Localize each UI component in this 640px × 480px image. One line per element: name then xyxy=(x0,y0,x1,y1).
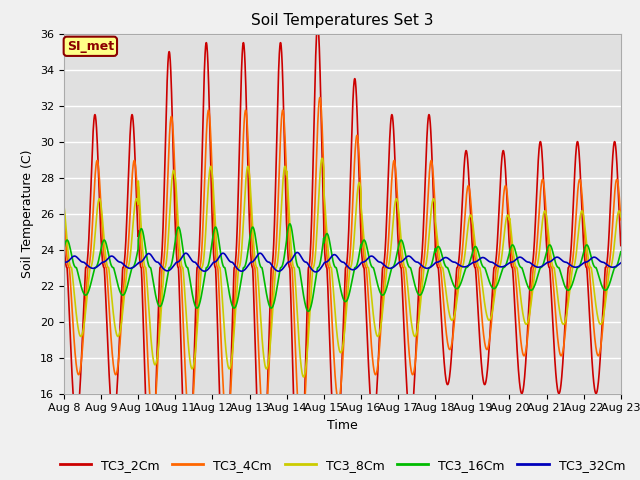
TC3_2Cm xyxy=(314,22,321,28)
Line: TC3_16Cm: TC3_16Cm xyxy=(64,224,621,312)
TC3_8Cm xyxy=(318,156,326,161)
TC3_2Cm xyxy=(584,276,591,281)
Line: TC3_4Cm: TC3_4Cm xyxy=(64,97,621,438)
TC3_16Cm xyxy=(305,309,312,314)
TC3_4Cm xyxy=(60,207,68,213)
TC3_32Cm xyxy=(293,250,301,255)
TC3_4Cm xyxy=(617,217,625,223)
TC3_4Cm xyxy=(316,95,324,100)
TC3_32Cm xyxy=(568,264,576,269)
TC3_8Cm xyxy=(505,214,513,219)
TC3_32Cm xyxy=(617,260,625,266)
TC3_4Cm xyxy=(584,262,591,268)
Legend: TC3_2Cm, TC3_4Cm, TC3_8Cm, TC3_16Cm, TC3_32Cm: TC3_2Cm, TC3_4Cm, TC3_8Cm, TC3_16Cm, TC3… xyxy=(55,454,630,477)
TC3_4Cm xyxy=(568,261,576,267)
TC3_4Cm xyxy=(359,242,367,248)
Title: Soil Temperatures Set 3: Soil Temperatures Set 3 xyxy=(251,13,434,28)
TC3_8Cm xyxy=(216,264,223,270)
TC3_4Cm xyxy=(505,208,513,214)
TC3_8Cm xyxy=(359,224,367,229)
TC3_32Cm xyxy=(60,260,68,266)
TC3_16Cm xyxy=(568,282,576,288)
TC3_2Cm xyxy=(568,228,576,234)
TC3_2Cm xyxy=(505,230,513,236)
TC3_32Cm xyxy=(584,259,591,264)
TC3_2Cm xyxy=(617,243,625,249)
TC3_16Cm xyxy=(505,253,513,259)
TC3_2Cm xyxy=(216,383,223,389)
X-axis label: Time: Time xyxy=(327,419,358,432)
TC3_8Cm xyxy=(60,203,68,209)
TC3_32Cm xyxy=(371,255,379,261)
TC3_16Cm xyxy=(371,271,379,276)
TC3_4Cm xyxy=(216,294,223,300)
Line: TC3_2Cm: TC3_2Cm xyxy=(64,25,621,480)
TC3_8Cm xyxy=(568,268,576,274)
TC3_32Cm xyxy=(359,259,367,265)
TC3_8Cm xyxy=(371,325,379,331)
Line: TC3_8Cm: TC3_8Cm xyxy=(64,158,621,377)
TC3_16Cm xyxy=(60,245,68,251)
TC3_32Cm xyxy=(312,269,319,275)
Text: SI_met: SI_met xyxy=(67,40,114,53)
TC3_16Cm xyxy=(584,242,591,248)
TC3_32Cm xyxy=(216,254,223,260)
TC3_2Cm xyxy=(359,262,367,268)
TC3_2Cm xyxy=(60,238,68,244)
TC3_4Cm xyxy=(371,372,379,377)
TC3_4Cm xyxy=(298,435,305,441)
Line: TC3_32Cm: TC3_32Cm xyxy=(64,252,621,272)
TC3_16Cm xyxy=(286,221,294,227)
TC3_16Cm xyxy=(216,241,223,247)
TC3_32Cm xyxy=(505,261,513,266)
Y-axis label: Soil Temperature (C): Soil Temperature (C) xyxy=(22,149,35,278)
TC3_16Cm xyxy=(617,249,625,254)
TC3_2Cm xyxy=(371,410,379,416)
TC3_8Cm xyxy=(584,250,591,256)
TC3_8Cm xyxy=(617,214,625,220)
TC3_16Cm xyxy=(359,239,367,244)
TC3_8Cm xyxy=(300,374,307,380)
